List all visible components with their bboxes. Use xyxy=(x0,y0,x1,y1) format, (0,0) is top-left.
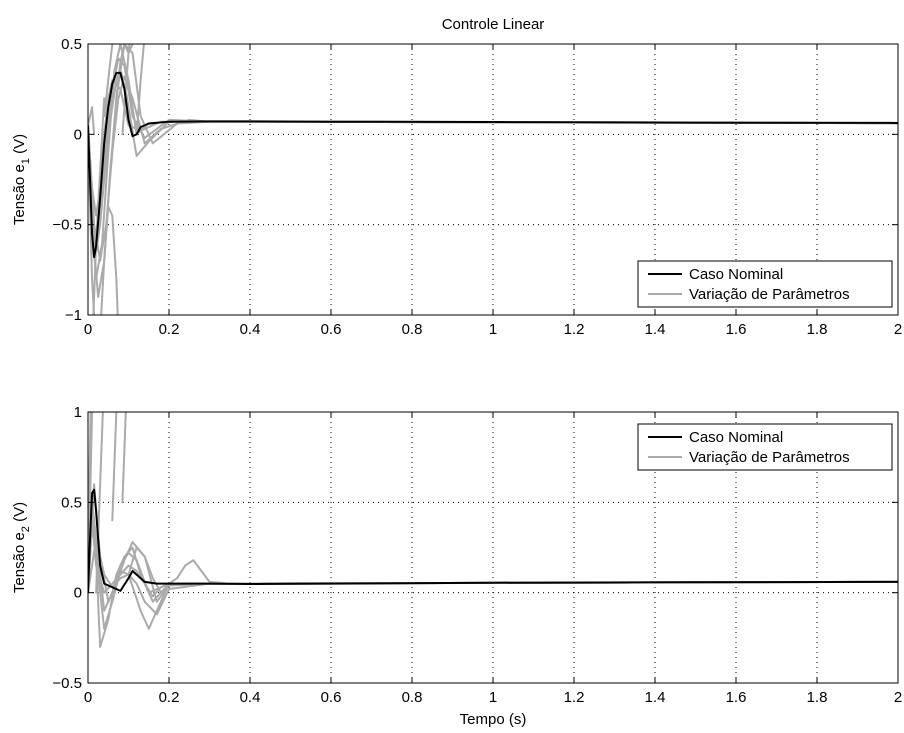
nominal-line xyxy=(88,488,898,593)
series-lines xyxy=(88,44,898,315)
x-tick-label: 0.2 xyxy=(159,689,180,706)
nominal-line xyxy=(88,71,898,259)
x-tick-label: 0.6 xyxy=(321,321,342,338)
x-tick-label: 2 xyxy=(894,689,902,706)
legend-label-1: Caso Nominal xyxy=(689,429,783,446)
series-lines xyxy=(88,412,898,648)
x-tick-label: 1.8 xyxy=(807,689,828,706)
variation-line-10 xyxy=(103,44,114,118)
y-axis-label: Tensão e1 (V) xyxy=(11,134,32,225)
x-tick-label: 1 xyxy=(489,689,497,706)
x-tick-label: 0.2 xyxy=(159,321,180,338)
variation-line-7 xyxy=(88,124,96,315)
plot-panel-2: 0 0.2 0.4 0.6 0.8 1 1.2 1.4 1.6 1.8 2−0.500.51Temp… xyxy=(11,404,902,728)
variation-line-2 xyxy=(88,57,898,244)
x-tick-label: 1.2 xyxy=(564,321,585,338)
legend-box xyxy=(637,423,893,471)
variation-line-12 xyxy=(168,559,898,585)
x-tick-label: 1.4 xyxy=(645,321,666,338)
x-tick-label: 0.8 xyxy=(402,321,423,338)
legend-label-2: Variação de Parâmetros xyxy=(689,286,850,303)
x-tick-label: 1.6 xyxy=(726,321,747,338)
legend: Caso Nominal Variação de Parâmetros xyxy=(637,260,893,308)
variation-line-9 xyxy=(100,205,119,315)
variation-line-8 xyxy=(92,97,106,315)
legend-box xyxy=(637,260,893,308)
x-axis-label: Tempo (s) xyxy=(460,711,527,728)
variation-line-11 xyxy=(115,44,134,100)
x-tick-label: 1.4 xyxy=(645,689,666,706)
x-tick-label: 1.8 xyxy=(807,321,828,338)
y-axis-label: Tensão e2 (V) xyxy=(11,502,32,593)
variation-line-10 xyxy=(88,519,898,598)
x-tick-label: 1.2 xyxy=(564,689,585,706)
x-tick-label: 1.6 xyxy=(726,689,747,706)
y-tick-label: 1 xyxy=(74,404,82,421)
plot-panel-1: 0 0.2 0.4 0.6 0.8 1 1.2 1.4 1.6 1.8 2 −1 −0.5 0 0.5 Con… xyxy=(11,16,902,338)
y-tick-label: 0.5 xyxy=(61,36,82,53)
variation-line-3 xyxy=(88,44,898,298)
y-tick-label: 0 xyxy=(74,585,82,602)
y-tick-label: 0.5 xyxy=(61,494,82,511)
variation-line-4 xyxy=(88,79,898,217)
x-tick-label: 0 xyxy=(84,689,92,706)
x-tick-label: 0 xyxy=(84,321,92,338)
x-tick-label: 0.6 xyxy=(321,689,342,706)
variation-line-14 xyxy=(88,106,96,136)
variation-line-4 xyxy=(111,412,118,522)
y-tick-label: 0 xyxy=(74,126,82,143)
x-tick-label: 0.8 xyxy=(402,689,423,706)
legend-label-1: Caso Nominal xyxy=(689,266,783,283)
variation-line-6 xyxy=(88,75,898,262)
variation-line-13 xyxy=(135,44,145,136)
variation-line-2 xyxy=(88,412,92,576)
x-tick-label: 2 xyxy=(894,321,902,338)
x-tick-label: 1 xyxy=(489,321,497,338)
variation-line-9 xyxy=(88,510,898,630)
x-tick-label: 0.4 xyxy=(240,321,261,338)
legend: Caso Nominal Variação de Parâmetros xyxy=(637,423,893,471)
variation-line-7 xyxy=(88,501,898,612)
variation-line-11 xyxy=(88,537,898,616)
variation-line-13 xyxy=(127,546,898,594)
x-tick-label: 0.4 xyxy=(240,689,261,706)
y-tick-label: −1 xyxy=(65,307,82,324)
variation-line-5 xyxy=(121,412,127,504)
legend-label-2: Variação de Parâmetros xyxy=(689,449,850,466)
y-tick-label: −0.5 xyxy=(52,217,82,234)
chart-title: Controle Linear xyxy=(442,16,545,33)
y-tick-label: −0.5 xyxy=(52,675,82,692)
